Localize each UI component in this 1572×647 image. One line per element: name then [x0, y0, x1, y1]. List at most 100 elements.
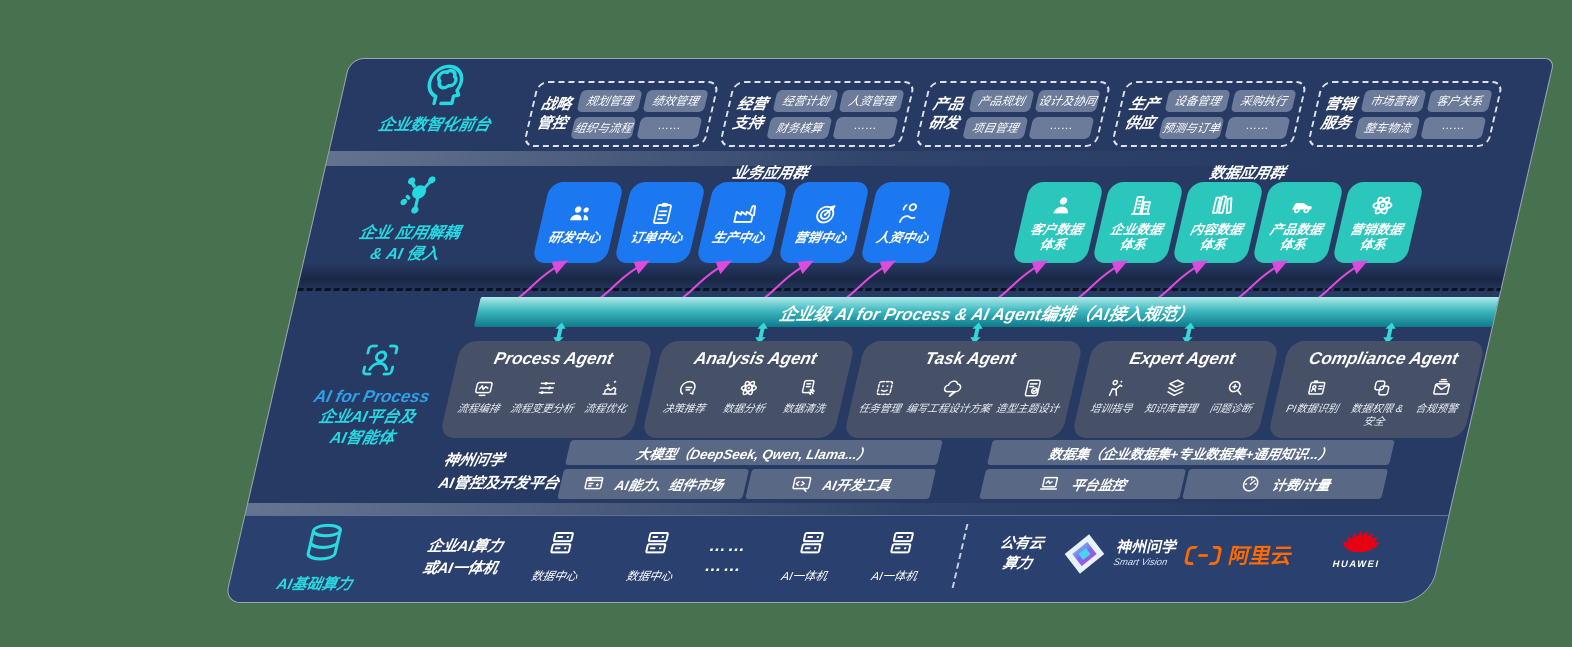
- agent-box-task: Task Agent 任务管理 编写工程设计方案 造型主题设计: [843, 341, 1084, 438]
- agent-item-label: 问题诊断: [1208, 403, 1254, 415]
- front-group-title: 战略 管控: [534, 95, 574, 133]
- data-box-customer: 客户数据 体系: [1011, 182, 1105, 263]
- logo-name: 神州问学: [1114, 539, 1179, 557]
- robot-grid-icon: [871, 377, 898, 399]
- flow-icon: [470, 377, 497, 399]
- secure-icon: [1368, 377, 1395, 399]
- platform-cell-devtools: AI开发工具: [744, 469, 937, 499]
- person-wave-icon: [892, 200, 925, 227]
- infra-label: AI基础算力: [274, 576, 354, 593]
- books-icon: [1205, 192, 1238, 219]
- agent-item-label: 数据权限 & 安全: [1349, 403, 1405, 428]
- platform-cell-label: 计费/计量: [1270, 478, 1332, 493]
- chip: 财务核算: [766, 116, 833, 139]
- alibaba-bracket-icon: [1184, 545, 1222, 565]
- front-layer-groups: 战略 管控 规划管理 绩效管理 组织与流程 …… 经营 支持 经营计划 人资管理…: [522, 81, 1504, 147]
- node-label: 数据中心: [529, 571, 579, 583]
- node-datacenter: 数据中心: [603, 528, 706, 584]
- infra-band: AI基础算力 企业AI算力 或AI一体机 数据中心 数据中心 …… …… AI一…: [224, 515, 1451, 603]
- dashed-vertical-divider: [951, 524, 969, 588]
- app-box-hr-center: 人资中心: [859, 182, 953, 263]
- app-box-production-center: 生产中心: [695, 182, 789, 263]
- agent-title: Analysis Agent: [692, 349, 819, 368]
- person-scan-icon: [354, 339, 406, 381]
- module-market-icon: [580, 473, 607, 495]
- front-group-strategy: 战略 管控 规划管理 绩效管理 组织与流程 ……: [522, 81, 720, 147]
- server-icon: [639, 528, 676, 558]
- updown-arrow-icon: [966, 321, 988, 345]
- agent-item: 任务管理: [857, 377, 908, 416]
- agent-layer-label-bottom: 企业AI平台及 AI智能体: [317, 409, 417, 447]
- atom-icon: [735, 377, 762, 399]
- agent-item-label: 流程变更分析: [509, 403, 575, 415]
- huawei-flower-icon: [1342, 531, 1380, 553]
- chip: 客户关系: [1426, 89, 1493, 112]
- decouple-layer-label-block: 企业 应用解耦 & AI 侵入: [317, 171, 509, 266]
- agent-box-expert: Expert Agent 培训指导 知识库管理 问题诊断: [1071, 341, 1280, 438]
- chip: ……: [1028, 116, 1095, 139]
- data-box-enterprise: 企业数据 体系: [1091, 182, 1185, 263]
- data-box-product: 产品数据 体系: [1251, 182, 1345, 263]
- app-label: 营销中心: [792, 229, 849, 245]
- agent-item-label: 任务管理: [857, 403, 903, 415]
- chip: ……: [1224, 116, 1291, 139]
- front-layer-label-block: 企业数智化前台: [347, 59, 535, 137]
- agent-item: 流程优化: [583, 377, 634, 416]
- front-group-title: 生产 供应: [1122, 95, 1162, 133]
- chip: 人资管理: [838, 89, 905, 112]
- decouple-layer-label: 企业 应用解耦 & AI 侵入: [357, 225, 462, 263]
- node-label: AI一体机: [780, 571, 829, 583]
- chip: 绩效管理: [642, 89, 709, 112]
- agent-item: 培训指导: [1089, 377, 1140, 416]
- platform-cell-capability: AI能力、组件市场: [557, 469, 749, 499]
- logo-subtitle: Smart Vision: [1112, 556, 1169, 568]
- agent-item-label: 数据清洗: [781, 403, 827, 415]
- app-label: 研发中心: [546, 229, 603, 245]
- model-bar: 大模型（DeepSeek, Qwen, Llama...）: [565, 440, 943, 465]
- skewed-diagram: 企业数智化前台 企业 应用解耦 & AI 侵入 AI for Process 企…: [224, 58, 1555, 603]
- chip: 市场营销: [1360, 89, 1427, 112]
- agent-item-label: 编写工程设计方案: [905, 403, 992, 415]
- chip: 采购执行: [1230, 89, 1297, 112]
- updown-arrow-icon: [1379, 321, 1401, 345]
- chip: ……: [636, 116, 703, 139]
- data-group-title: 数据应用群: [1207, 165, 1287, 182]
- agent-item: 数据清洗: [781, 377, 832, 416]
- chip: ……: [832, 116, 899, 139]
- agent-layer-label-block: AI for Process 企业AI平台及 AI智能体: [275, 339, 471, 450]
- agent-item: 合规预警: [1414, 377, 1465, 416]
- factory-icon: [728, 200, 761, 227]
- front-group-supply: 生产 供应 设备管理 采购执行 预测与订单 ……: [1110, 81, 1308, 147]
- agent-row: Process Agent 流程编排 流程变更分析 流程优化 Analysis …: [439, 341, 1486, 438]
- node-label: AI一体机: [870, 571, 919, 583]
- platform-cell-label: 平台监控: [1069, 478, 1128, 493]
- agent-item: 造型主题设计: [995, 377, 1067, 416]
- layers-icon: [1162, 377, 1189, 399]
- training-icon: [1103, 377, 1130, 399]
- ai-process-band: 企业级 AI for Process & AI Agent编排（AI接入规范）: [473, 297, 1501, 327]
- agent-item: 知识库管理: [1143, 377, 1204, 416]
- platform-label: 神州问学 AI管控及开发平台: [436, 452, 561, 492]
- data-label: 内容数据 体系: [1188, 222, 1245, 252]
- updown-arrow-icon: [1178, 321, 1200, 345]
- sliders-icon: [533, 377, 560, 399]
- molecule-icon: [389, 171, 448, 219]
- app-label: 生产中心: [710, 229, 767, 245]
- agent-item: 数据权限 & 安全: [1347, 377, 1411, 428]
- agent-title: Compliance Agent: [1307, 349, 1461, 368]
- database-icon: [296, 520, 353, 566]
- agent-item-label: 造型主题设计: [994, 403, 1061, 415]
- car-icon: [1285, 192, 1318, 219]
- agent-item: 编写工程设计方案: [905, 377, 998, 416]
- chip: 规划管理: [576, 89, 643, 112]
- chat-icon: [675, 377, 702, 399]
- data-box-content: 内容数据 体系: [1171, 182, 1265, 263]
- front-group-title: 营销 服务: [1318, 95, 1358, 133]
- agent-item: 数据分析: [721, 377, 772, 416]
- head-brain-icon: [412, 59, 476, 111]
- front-group-title: 经营 支持: [730, 95, 770, 133]
- logo-name: HUAWEI: [1331, 559, 1381, 570]
- agent-item: PI数据识别: [1285, 377, 1346, 416]
- target-icon: [810, 200, 843, 227]
